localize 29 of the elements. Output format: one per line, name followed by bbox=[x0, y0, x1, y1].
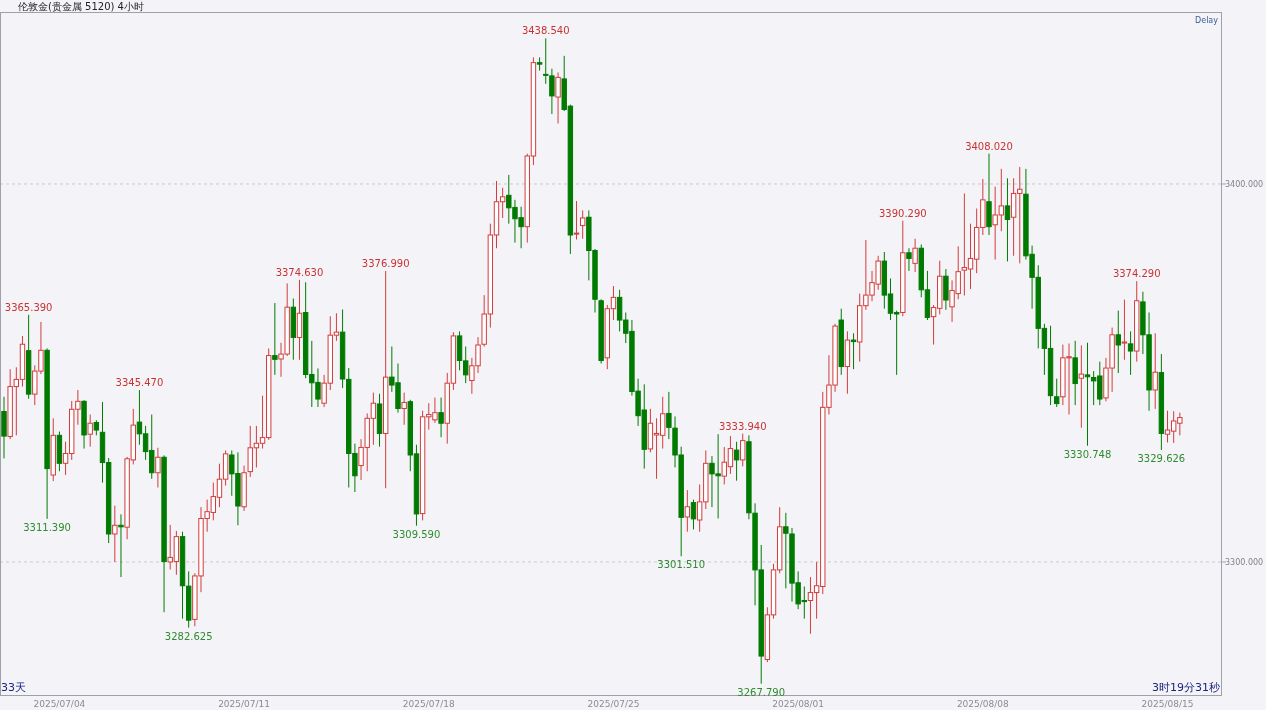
x-tick-label: 2025/07/04 bbox=[33, 699, 86, 709]
text: Delay bbox=[1195, 16, 1219, 25]
annotation: 3376.990 bbox=[361, 257, 410, 269]
annotation: 3408.020 bbox=[965, 140, 1013, 152]
annotation: 3330.748 bbox=[1063, 448, 1112, 460]
annotation: 3345.470 bbox=[115, 377, 164, 389]
annotation: 3时19分31秒 bbox=[1152, 681, 1220, 694]
annotation: 3329.626 bbox=[1137, 452, 1186, 464]
x-tick-label: 2025/08/01 bbox=[772, 699, 825, 709]
annotation: 3365.390 bbox=[4, 301, 53, 313]
annotation: 3282.625 bbox=[164, 630, 213, 642]
x-tick-label: 2025/07/11 bbox=[218, 699, 271, 709]
x-tick-label: 2025/08/15 bbox=[1141, 699, 1194, 709]
annotation: 3374.290 bbox=[1112, 268, 1161, 280]
x-tick-label: 2025/07/18 bbox=[402, 699, 455, 709]
annotation: 3301.510 bbox=[657, 559, 706, 571]
annotation: 3267.790 bbox=[737, 686, 786, 698]
x-tick-label: 2025/08/08 bbox=[956, 699, 1010, 709]
x-tick-label: 2025/07/25 bbox=[587, 699, 640, 709]
y-tick-label: 3400.000 bbox=[1225, 179, 1264, 189]
chart-title: 伦敦金(贵金属 5120) 4小时 bbox=[18, 1, 144, 12]
y-tick-label: 3300.000 bbox=[1225, 557, 1264, 567]
annotation: 3309.590 bbox=[392, 528, 441, 540]
annotation: 3311.390 bbox=[23, 521, 71, 533]
annotation: 33天 bbox=[1, 681, 26, 694]
annotation: 3438.540 bbox=[521, 25, 570, 37]
annotation: 3390.290 bbox=[878, 207, 927, 219]
annotation: 3333.940 bbox=[718, 420, 767, 432]
annotation: 3374.630 bbox=[275, 266, 324, 278]
